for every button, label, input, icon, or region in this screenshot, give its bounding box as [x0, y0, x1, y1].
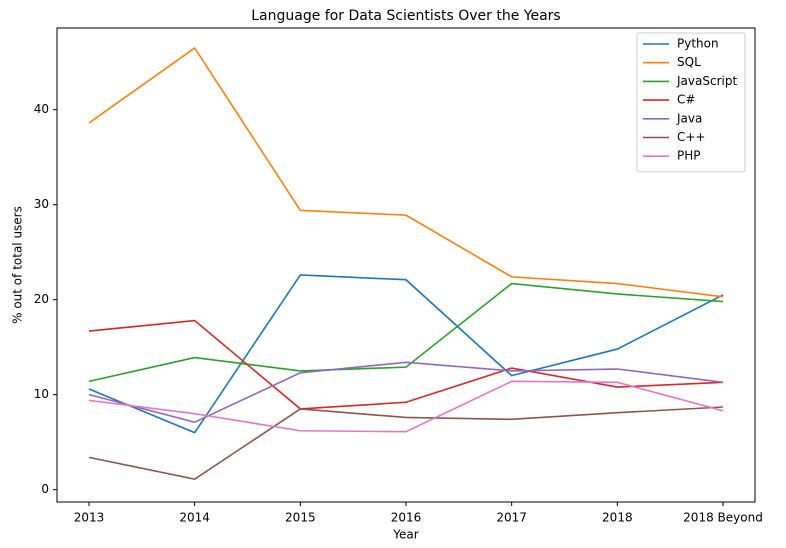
x-tick-label: 2013 — [74, 511, 105, 525]
series-line — [88, 274, 724, 434]
legend-label: Python — [677, 37, 719, 51]
y-tick-label: 20 — [34, 292, 49, 306]
series-line — [88, 319, 724, 410]
x-tick-label: 2017 — [496, 511, 527, 525]
x-tick-label: 2014 — [179, 511, 210, 525]
x-tick-label: 2015 — [285, 511, 316, 525]
series-line — [88, 46, 724, 298]
x-tick-label: 2018 — [602, 511, 633, 525]
x-axis-label: Year — [392, 528, 418, 542]
legend-label: C# — [677, 93, 695, 107]
y-axis-label: % out of total users — [11, 206, 25, 324]
legend-label: Java — [676, 111, 702, 125]
series-line — [88, 406, 724, 481]
y-tick-label: 10 — [34, 387, 49, 401]
legend-label: C++ — [677, 130, 706, 144]
y-tick-label: 40 — [34, 102, 49, 116]
series-line — [88, 282, 724, 383]
legend-label: JavaScript — [676, 74, 737, 88]
x-tick-label: 2016 — [391, 511, 422, 525]
chart-title: Language for Data Scientists Over the Ye… — [251, 8, 560, 24]
x-tick-label: 2018 Beyond — [683, 511, 763, 525]
legend-label: SQL — [677, 55, 701, 69]
y-tick-label: 0 — [41, 482, 49, 496]
series-line — [88, 380, 724, 433]
y-tick-label: 30 — [34, 197, 49, 211]
legend-label: PHP — [677, 149, 701, 163]
series-line — [88, 361, 724, 424]
